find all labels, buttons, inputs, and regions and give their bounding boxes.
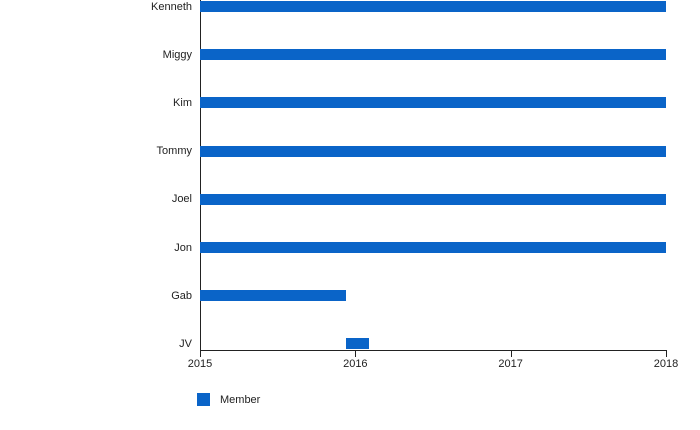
x-tick-label-2018: 2018: [653, 358, 679, 370]
bar-gab[interactable]: [200, 290, 346, 302]
bar-miggy[interactable]: [200, 49, 666, 61]
x-tick-label-2017: 2017: [498, 358, 523, 370]
bar-kim[interactable]: [200, 97, 666, 109]
x-tick-2015: [200, 351, 201, 357]
category-label-gab: Gab: [171, 289, 192, 302]
y-axis-line: [200, 0, 201, 351]
x-tick-2017: [510, 351, 512, 357]
bar-jv[interactable]: [346, 338, 370, 350]
bar-kenneth[interactable]: [200, 1, 666, 12]
category-label-miggy: Miggy: [162, 48, 192, 61]
legend-label: Member: [220, 393, 261, 406]
x-tick-label-2015: 2015: [187, 358, 213, 370]
x-tick-label-2016: 2016: [343, 358, 368, 370]
category-label-jon: Jon: [174, 241, 192, 254]
category-label-kim: Kim: [173, 96, 192, 109]
legend-swatch: [197, 393, 210, 406]
x-tick-2018: [666, 351, 667, 357]
bar-tommy[interactable]: [200, 145, 666, 157]
category-label-tommy: Tommy: [156, 145, 192, 158]
category-label-kenneth: Kenneth: [151, 0, 192, 13]
category-label-jv: JV: [179, 337, 192, 350]
bar-joel[interactable]: [200, 193, 666, 205]
x-axis-line: [200, 350, 667, 351]
legend: Member: [197, 393, 260, 406]
x-tick-2016: [355, 351, 357, 357]
category-label-joel: Joel: [171, 193, 192, 206]
bar-jon[interactable]: [200, 242, 666, 253]
